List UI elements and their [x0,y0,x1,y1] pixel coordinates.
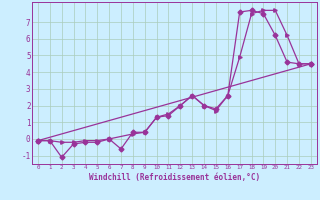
X-axis label: Windchill (Refroidissement éolien,°C): Windchill (Refroidissement éolien,°C) [89,173,260,182]
